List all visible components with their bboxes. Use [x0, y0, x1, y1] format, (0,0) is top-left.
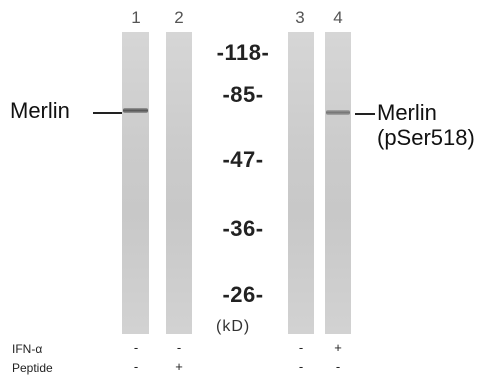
marker-118: -118-	[216, 40, 270, 65]
marker-36: -36-	[222, 216, 264, 241]
ifn-sign-lane-3: -	[298, 340, 304, 355]
lane-number-4: 4	[333, 8, 343, 27]
right-label-pointer	[355, 113, 375, 115]
lane-number-2: 2	[174, 8, 184, 27]
blot-lane-2	[166, 32, 192, 334]
right-protein-label: Merlin (pSer518)	[377, 100, 475, 150]
blot-lane-3	[288, 32, 314, 334]
lane-number-1: 1	[131, 8, 141, 27]
peptide-sign-lane-2: +	[175, 359, 183, 374]
peptide-sign-lane-4: -	[335, 359, 341, 374]
peptide-sign-lane-3: -	[298, 359, 304, 374]
marker-47: -47-	[222, 147, 264, 172]
row-label-ifn: IFN-α	[12, 342, 43, 356]
unit-label: (kD)	[216, 318, 251, 335]
ifn-sign-lane-1: -	[133, 340, 139, 355]
merlin-band-lane-4	[326, 110, 350, 115]
right-label-line-1: Merlin	[377, 100, 437, 125]
right-label-line-2: (pSer518)	[377, 125, 475, 150]
merlin-band-lane-1	[123, 108, 148, 113]
left-label-pointer	[93, 112, 122, 114]
ifn-sign-lane-4: +	[334, 340, 342, 355]
ifn-sign-lane-2: -	[176, 340, 182, 355]
marker-85: -85-	[222, 82, 264, 107]
lane-number-3: 3	[295, 8, 305, 27]
left-protein-label: Merlin	[10, 98, 70, 123]
blot-lane-1	[122, 32, 149, 334]
marker-26: -26-	[222, 282, 264, 307]
row-label-peptide: Peptide	[12, 361, 53, 375]
peptide-sign-lane-1: -	[133, 359, 139, 374]
blot-lane-4	[325, 32, 351, 334]
